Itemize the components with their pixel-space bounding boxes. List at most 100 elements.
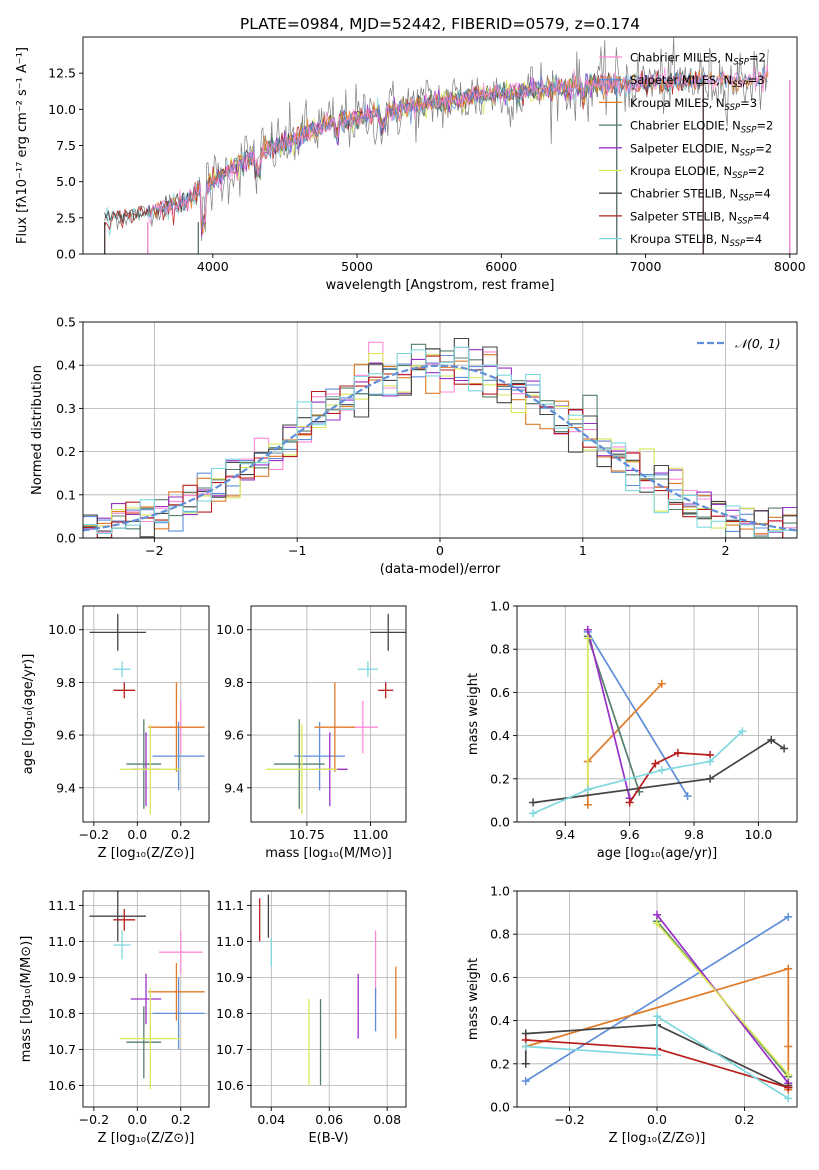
y-axis-label: mass weight <box>466 958 481 1040</box>
x-axis-label: mass [log₁₀(M/M⊙)] <box>265 846 392 861</box>
legend-label-main: Chabrier MILES, N <box>630 51 733 65</box>
y-tick-label: 0.2 <box>490 1056 510 1071</box>
legend-label-main: Kroupa STELIB, N <box>630 232 730 246</box>
x-tick-label: −2 <box>145 543 163 558</box>
y-tick-label: 12.5 <box>48 66 76 81</box>
x-tick-label: 8000 <box>774 259 806 274</box>
legend-label: Kroupa STELIB, NSSP=4 <box>630 232 762 249</box>
weight-line <box>656 922 789 1076</box>
legend-label-sub: SSP <box>732 80 748 90</box>
weight-marker <box>784 912 793 921</box>
legend-label: Salpeter STELIB, NSSP=4 <box>630 209 770 226</box>
x-tick-label: 7000 <box>630 259 662 274</box>
x-tick-label: 0.08 <box>373 1112 401 1127</box>
weight-marker <box>784 1070 793 1079</box>
weight-vs-age-panel: 9.4 9.6 9.8 10.0 0.0 0.2 0.4 0.6 0.8 1.0 age [log₁… <box>466 599 798 861</box>
legend-label-count: =4 <box>745 232 762 246</box>
legend-label-main: Salpeter STELIB, N <box>630 209 737 223</box>
x-tick-label: 10.0 <box>744 827 772 842</box>
weight-marker <box>521 1042 530 1051</box>
y-tick-label: 10.8 <box>216 1006 244 1021</box>
weight-line <box>525 916 789 1082</box>
weight-marker <box>738 727 747 736</box>
legend-label: Kroupa MILES, NSSP=3 <box>630 96 757 113</box>
residual-histogram-panel: −2 −1 0 1 2 0.0 0.1 0.2 0.3 0.4 0.5 (data-model)/er… <box>30 315 798 577</box>
y-axis-label: mass weight <box>466 673 481 755</box>
legend-label-main: Kroupa ELODIE, N <box>630 164 732 178</box>
legend-label-count: =2 <box>755 141 772 155</box>
legend-label-sub: SSP <box>737 216 753 226</box>
legend-label-main: Salpeter MILES, N <box>630 73 732 87</box>
legend-label: Chabrier STELIB, NSSP=4 <box>630 187 771 204</box>
x-axis-label: wavelength [Angstrom, rest frame] <box>326 278 555 293</box>
plot-area <box>83 337 797 538</box>
weight-marker <box>583 785 592 794</box>
legend-label-sub: SSP <box>730 239 746 249</box>
spectrum-line <box>104 70 704 231</box>
y-tick-label: 10.0 <box>48 622 76 637</box>
legend-label-count: =3 <box>748 73 765 87</box>
plot-area <box>521 910 793 1103</box>
weight-marker <box>529 798 538 807</box>
y-tick-label: 10.7 <box>48 1042 76 1057</box>
y-axis-label: Normed distribution <box>30 365 45 495</box>
age-vs-mass-panel: 10.75 11.00 9.4 9.6 9.8 10.0 mass [log₁₀(M/M⊙)… <box>216 605 407 861</box>
weight-line <box>586 629 631 799</box>
y-tick-label: 0.3 <box>56 401 76 416</box>
y-tick-label: 9.6 <box>56 728 76 743</box>
legend-label-count: =2 <box>749 51 766 65</box>
legend-label-sub: SSP <box>733 58 749 68</box>
y-axis-label: mass [log₁₀(M/M⊙)] <box>19 936 34 1063</box>
spectrum-panel: 4000 5000 6000 7000 8000 0.0 2.5 5.0 7.5 10.0 12.5… <box>15 36 806 293</box>
legend-label: Kroupa ELODIE, NSSP=2 <box>630 164 765 181</box>
y-tick-label: 9.4 <box>56 780 76 795</box>
weight-marker <box>706 774 715 783</box>
x-axis-label: Z [log₁₀(Z/Z⊙)] <box>98 1131 195 1146</box>
weight-marker <box>784 1083 793 1092</box>
weight-line <box>532 738 785 804</box>
y-tick-label: 9.8 <box>56 675 76 690</box>
weight-marker <box>583 634 592 643</box>
plot-area <box>529 625 789 818</box>
legend-label: Salpeter MILES, NSSP=3 <box>630 73 765 90</box>
y-tick-label: 11.0 <box>48 934 76 949</box>
plot-area <box>104 37 791 254</box>
x-tick-label: 0.04 <box>257 1112 285 1127</box>
axes-frame <box>250 890 407 1108</box>
legend-label-count: =4 <box>754 187 771 201</box>
x-tick-label: 0 <box>436 543 444 558</box>
axes-frame <box>250 605 407 823</box>
x-tick-label: 9.4 <box>555 827 575 842</box>
y-axis-label: Flux [fλ10⁻¹⁷ erg cm⁻² s⁻¹ A⁻¹] <box>15 47 30 244</box>
y-tick-label: 11.1 <box>216 898 244 913</box>
legend-label: 𝒩(0, 1) <box>735 336 781 351</box>
y-tick-label: 0.4 <box>490 728 510 743</box>
spectrum-title: PLATE=0984, MJD=52442, FIBERID=0579, z=0… <box>240 15 640 33</box>
axes-frame <box>82 890 210 1108</box>
y-tick-label: 9.8 <box>224 675 244 690</box>
y-tick-label: 10.6 <box>48 1078 76 1093</box>
x-tick-label: −0.2 <box>79 827 109 842</box>
x-tick-label: 4000 <box>197 259 229 274</box>
y-tick-label: 10.6 <box>216 1078 244 1093</box>
x-axis-label: Z [log₁₀(Z/Z⊙)] <box>609 1131 706 1146</box>
y-tick-label: 0.0 <box>490 1100 510 1115</box>
legend-label-sub: SSP <box>740 148 756 158</box>
legend-label-main: Chabrier STELIB, N <box>630 187 738 201</box>
x-tick-label: 0.06 <box>315 1112 343 1127</box>
weight-marker <box>784 1094 793 1103</box>
x-tick-label: −1 <box>288 543 306 558</box>
mass-vs-ebv-panel: 0.04 0.06 0.08 10.6 10.7 10.8 10.9 11.0 11.1 E(B-… <box>216 890 407 1146</box>
x-tick-label: 9.8 <box>684 827 704 842</box>
legend-label-count: =3 <box>740 96 757 110</box>
y-tick-label: 5.0 <box>56 174 76 189</box>
histogram-step <box>83 354 797 535</box>
x-tick-label: −0.2 <box>79 1112 109 1127</box>
weight-marker <box>521 1059 530 1068</box>
x-tick-label: 0.0 <box>647 1112 667 1127</box>
legend-label-sub: SSP <box>725 103 741 113</box>
y-tick-label: 9.6 <box>224 728 244 743</box>
y-tick-label: 0.8 <box>490 642 510 657</box>
weight-marker <box>784 1042 793 1051</box>
y-tick-label: 0.6 <box>490 685 510 700</box>
